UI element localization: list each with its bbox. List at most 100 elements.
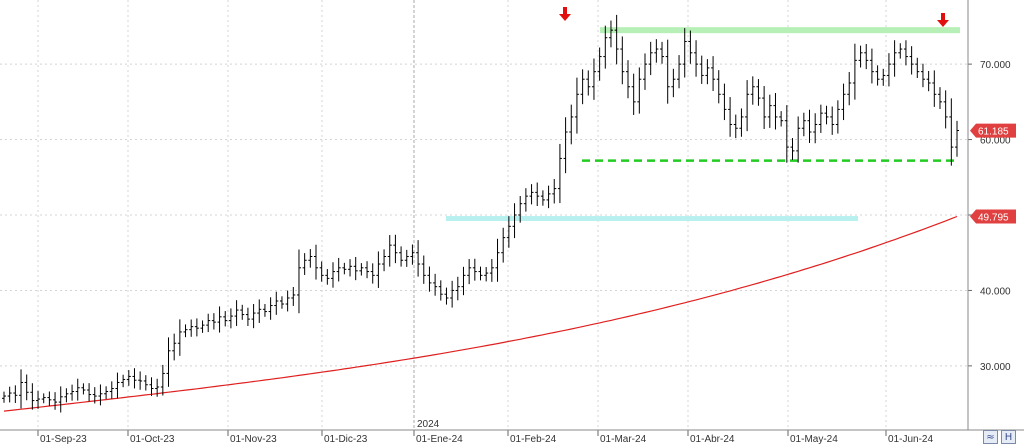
ohlc-bar [228, 308, 233, 329]
ohlc-bar [189, 319, 194, 337]
ohlc-bar [699, 55, 704, 84]
x-tick-label: 01-Ene-24 [416, 434, 463, 445]
ohlc-bar [546, 185, 551, 209]
ohlc-bar [296, 249, 301, 314]
ohlc-bar [342, 262, 347, 275]
ohlc-bar [688, 30, 693, 64]
y-tick-label: 40.000 [980, 286, 1011, 297]
ohlc-bar [183, 324, 188, 338]
grid-layer [0, 0, 968, 430]
ohlc-bar [274, 291, 279, 315]
ohlc-bar [331, 262, 336, 288]
ohlc-bar [47, 391, 52, 406]
ohlc-bar [240, 304, 245, 320]
ohlc-bar [455, 276, 460, 301]
annotation-layer [446, 7, 960, 222]
ohlc-bar [484, 267, 489, 282]
breakout-zone [446, 216, 858, 222]
h-tool-icon[interactable]: H [1001, 430, 1016, 444]
ohlc-bar [813, 113, 818, 144]
ohlc-bar [223, 311, 228, 327]
ohlc-bar [523, 188, 528, 212]
ohlc-bar [302, 253, 307, 275]
ohlc-bar [909, 46, 914, 75]
ohlc-bar [336, 257, 341, 282]
ohlc-bar [869, 48, 874, 84]
ohlc-bar [835, 100, 840, 134]
x-tick-label: 01-May-24 [790, 434, 838, 445]
ohlc-bar [166, 337, 171, 387]
ohlc-bar [955, 120, 959, 157]
ohlc-bar [285, 290, 290, 312]
ohlc-bar [160, 364, 165, 396]
ohlc-bar [382, 249, 387, 272]
ohlc-bar [36, 390, 41, 409]
ohlc-bar [830, 106, 835, 135]
ohlc-bar [847, 72, 852, 106]
ohlc-bar [518, 195, 523, 223]
ohlc-bar [881, 68, 886, 86]
ohlc-bar [529, 184, 534, 205]
ohlc-bar [733, 114, 738, 139]
ohlc-bar [325, 269, 330, 285]
ohlc-bar [943, 90, 948, 129]
y-tick-label: 30.000 [980, 362, 1011, 373]
ohlc-bar [421, 255, 426, 284]
ohlc-bar [694, 40, 699, 77]
ohlc-bar [801, 112, 806, 137]
ohlc-bar [58, 386, 63, 413]
ohlc-bar [739, 108, 744, 137]
ohlc-bar [892, 40, 897, 77]
price-tag-layer: 61.185 49.795 [970, 123, 1016, 224]
ohlc-bar [665, 39, 670, 104]
ohlc-bar [109, 381, 114, 399]
ohlc-bar [87, 383, 92, 402]
ohlc-bar [200, 320, 205, 333]
ohlc-bar [279, 296, 284, 309]
ohlc-bar [807, 109, 812, 143]
resistance-zone [600, 27, 960, 34]
ohlc-bar [818, 104, 823, 133]
wave-tool-icon[interactable]: ≈ [983, 430, 998, 444]
ohlc-bar [410, 244, 415, 265]
ohlc-bar [745, 80, 750, 132]
ohlc-bar [654, 39, 659, 63]
ohlc-bar [852, 43, 857, 100]
ohlc-bar [115, 372, 120, 399]
ohlc-bar [217, 306, 222, 333]
x-tick-label: 01-Mar-24 [600, 434, 647, 445]
ohlc-bar [2, 391, 6, 403]
ohlc-bar [467, 259, 472, 285]
ohlc-bar [625, 60, 630, 99]
ohlc-bar [416, 240, 421, 277]
down-arrow-icon [559, 7, 571, 21]
ohlc-bar [886, 53, 891, 87]
ohlc-bar [41, 393, 46, 404]
ohlc-bar [438, 280, 443, 301]
ohlc-bar [348, 259, 353, 277]
ohlc-bar [591, 58, 596, 100]
x-tick-label: 01-Abr-24 [690, 434, 735, 445]
ohlc-bar [915, 57, 920, 79]
ohlc-bar [728, 97, 733, 137]
y-tick-label: 60.000 [980, 136, 1011, 147]
ohlc-bar [864, 44, 869, 70]
ohlc-bar [552, 179, 557, 204]
ohlc-bar [920, 63, 925, 88]
ohlc-bar [501, 227, 506, 263]
ohlc-bar [365, 261, 370, 279]
ohlc-bar [172, 333, 177, 361]
ohlc-bar [643, 53, 648, 90]
ma-price-tag-text: 49.795 [978, 213, 1009, 224]
last-price-tag: 61.185 [970, 123, 1016, 138]
x-tick-label: 01-Dic-23 [324, 434, 368, 445]
ma-price-tag: 49.795 [970, 209, 1016, 224]
ohlc-bar [399, 246, 404, 267]
y-tick-label: 70.000 [980, 60, 1011, 71]
ohlc-bar [121, 374, 126, 388]
moving-average-line [3, 215, 958, 412]
ohlc-bar [682, 28, 687, 78]
ohlc-bar [540, 190, 545, 206]
